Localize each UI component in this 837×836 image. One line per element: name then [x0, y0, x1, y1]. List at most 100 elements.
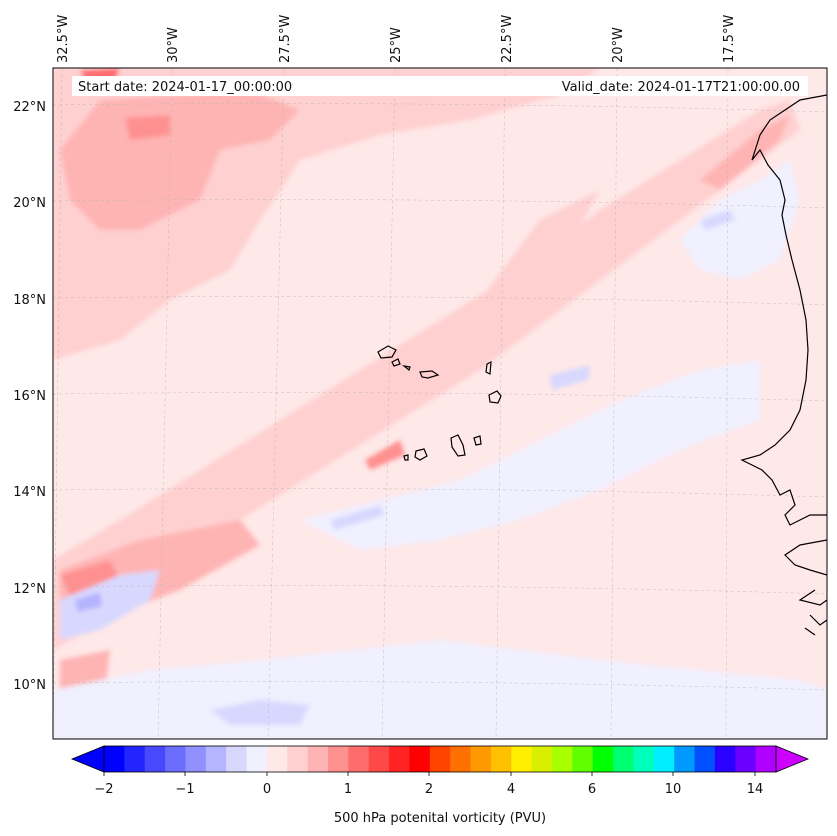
pv-region-red-3	[60, 560, 120, 595]
island-santo-antao	[377, 345, 397, 359]
pv-region-red-4	[365, 440, 405, 470]
map-frame	[52, 67, 828, 740]
island-sao-vicente	[391, 358, 401, 367]
colorbar-cell	[165, 746, 187, 772]
colorbar-cell	[368, 746, 390, 772]
lon-label: 17.5°W	[722, 15, 737, 63]
colorbar-tick-label: −1	[175, 782, 194, 797]
meridian-32-5w	[53, 68, 63, 739]
island-sal	[485, 360, 492, 375]
pv-field	[53, 68, 827, 739]
lat-label: 18°N	[13, 293, 46, 308]
lon-label: 30°W	[166, 27, 181, 63]
colorbar-title: 500 hPa potenital vorticity (PVU)	[334, 811, 546, 826]
parallel-22n	[53, 103, 827, 113]
coastlines	[377, 94, 827, 636]
colorbar-cell	[653, 746, 675, 772]
colorbar-cell	[226, 746, 248, 772]
colorbar-cell	[592, 746, 614, 772]
island-fogo	[414, 448, 428, 461]
colorbar-cell	[735, 746, 757, 772]
colorbar-cell	[307, 746, 329, 772]
pv-region-blue-6	[700, 210, 735, 230]
lat-label: 14°N	[13, 485, 46, 500]
parallel-20n	[53, 199, 827, 209]
colorbar-cell	[450, 746, 472, 772]
colorbar-cell	[124, 746, 146, 772]
colorbar-cell	[531, 746, 553, 772]
info-band	[72, 76, 808, 96]
pv-region-blue-2	[75, 592, 102, 612]
colorbar-cell	[266, 746, 288, 772]
pv-region-lightblue-mid	[300, 360, 760, 550]
colorbar-extend-high	[775, 745, 810, 773]
lat-label: 12°N	[13, 582, 46, 597]
colorbar-cell	[348, 746, 370, 772]
lon-label: 20°W	[611, 27, 626, 63]
colorbar-cell	[674, 746, 696, 772]
colorbar-cell	[328, 746, 349, 772]
lon-label: 32.5°W	[56, 15, 71, 63]
colorbar-cell	[205, 746, 227, 772]
colorbar-extend-low	[70, 745, 105, 773]
colorbar-tick-label: 10	[665, 782, 682, 797]
colorbar-tick-labels: −2 −1 0 1 2 4 6 10 14	[94, 782, 763, 797]
lat-label: 10°N	[13, 678, 46, 693]
colorbar-ticks	[103, 772, 756, 776]
pv-region-salmon-1	[60, 90, 300, 230]
colorbar-cell	[755, 746, 777, 772]
colorbar-cell	[694, 746, 716, 772]
colorbar-cell	[104, 746, 125, 772]
pv-region-blue-1	[60, 570, 160, 640]
meridian-25w	[381, 68, 396, 739]
colorbar-cell	[552, 746, 573, 772]
africa-coastline-south	[784, 539, 827, 636]
colorbar-frame	[103, 745, 777, 773]
colorbar-cell	[613, 746, 635, 772]
colorbar-cell	[572, 746, 594, 772]
lat-label: 22°N	[13, 100, 46, 115]
parallel-16n	[53, 392, 827, 402]
graticule	[53, 68, 827, 739]
colorbar-cell	[246, 746, 268, 772]
meridian-27-5w	[267, 68, 285, 739]
map-panel: Start date: 2024-01-17_00:00:00 Valid_da…	[53, 68, 827, 739]
colorbar-cell	[409, 746, 431, 772]
pv-region-pink-upper	[480, 190, 600, 330]
lon-label: 22.5°W	[500, 15, 515, 63]
island-brava	[403, 454, 409, 461]
colorbar-tick-label: −2	[94, 782, 113, 797]
pv-region-blue-3	[210, 700, 310, 725]
meridian-30w	[157, 68, 173, 739]
colorbar-tick-label: 2	[425, 782, 433, 797]
island-santiago	[450, 434, 466, 457]
colorbar-cell	[470, 746, 492, 772]
pv-region-blue-5	[330, 505, 385, 530]
pv-region-pink-band	[53, 100, 800, 650]
meridian-20w	[610, 68, 618, 739]
pv-region-red-1	[125, 115, 170, 140]
colorbar-cell	[144, 746, 166, 772]
africa-coastline	[740, 94, 827, 526]
parallel-12n	[53, 585, 827, 595]
longitude-labels: 32.5°W 30°W 27.5°W 25°W 22.5°W 20°W 17.5…	[56, 15, 737, 63]
colorbar-tick-label: 4	[507, 782, 515, 797]
lat-label: 16°N	[13, 389, 46, 404]
latitude-labels: 22°N 20°N 18°N 16°N 14°N 12°N 10°N	[13, 100, 46, 693]
colorbar-tick-label: 1	[344, 782, 352, 797]
colorbar-cell	[429, 746, 451, 772]
colorbar-cell	[714, 746, 736, 772]
colorbar-cell	[511, 746, 533, 772]
colorbar-tick-label: 6	[588, 782, 596, 797]
parallel-14n	[53, 488, 827, 498]
parallel-18n	[53, 296, 827, 306]
colorbar-tick-label: 14	[747, 782, 764, 797]
meridian-17-5w	[725, 68, 729, 739]
pv-region-salmon-3	[700, 115, 790, 190]
island-maio	[473, 435, 482, 446]
colorbar-cell	[389, 746, 411, 772]
colorbar-cell	[490, 746, 512, 772]
lat-label: 20°N	[13, 196, 46, 211]
island-boa-vista	[488, 390, 502, 404]
